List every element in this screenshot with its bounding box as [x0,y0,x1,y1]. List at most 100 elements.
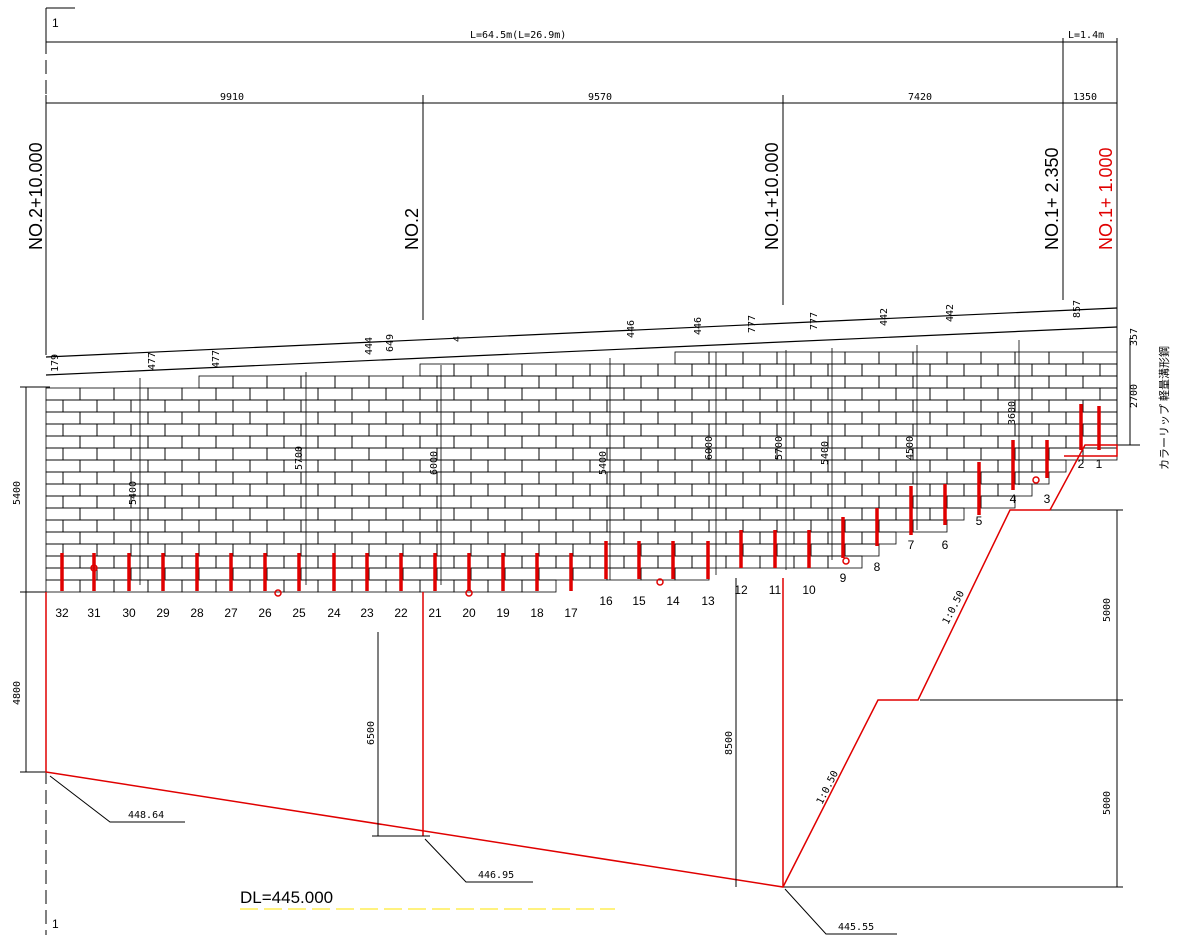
wall-block [368,447,404,461]
wall-block [657,555,693,569]
wall-block [1099,435,1118,449]
wall-block [130,399,166,413]
wall-block [674,375,710,389]
wall-block [827,555,863,569]
wall-block [912,519,948,533]
pile-number: 1 [1096,457,1103,471]
wall-block [317,507,353,521]
wall-block [198,399,234,413]
wall-block [504,519,540,533]
wall-block [844,399,880,413]
wall-block [521,435,557,449]
wall-block [45,531,81,545]
wall-block [861,387,897,401]
wall-block [589,363,625,377]
inner-dim-label: 4500 [905,436,916,460]
wall-block [470,519,506,533]
wall-block [113,459,149,473]
wall-block [963,363,999,377]
wall-block [827,435,863,449]
pile-number: 16 [599,594,613,608]
wall-block [147,531,183,545]
wall-block [606,447,642,461]
wall-block [980,351,1016,365]
wall-block [266,495,302,509]
pile-number: 19 [496,606,510,620]
wall-block [538,447,574,461]
station-label-no2-10: NO.2+10.000 [26,142,46,250]
wall-block [436,447,472,461]
wall-block [402,519,438,533]
inner-dim-label: 5700 [774,436,785,460]
inner-dim-label: 5400 [598,451,609,475]
wall-block [759,411,795,425]
wall-block [79,411,115,425]
wall-block [708,423,744,437]
wall-block [606,543,642,557]
wall-block [657,435,693,449]
wall-block [572,423,608,437]
wall-block [606,495,642,509]
wall-block [725,363,761,377]
lower-dimension-lines [372,578,737,887]
wall-block [334,375,370,389]
wall-block [980,471,1016,485]
wall-block [96,423,132,437]
wall-block [45,471,64,485]
wall-block [113,579,149,593]
wall-block [674,543,710,557]
wall-block [45,459,81,473]
wall-block [436,375,472,389]
wall-block [147,507,183,521]
wall-block [895,411,931,425]
wall-block [810,375,846,389]
wall-block [164,543,200,557]
wall-block [45,423,64,437]
pile-number: 2 [1078,457,1085,471]
wall-block [521,387,557,401]
wall-block [844,351,880,365]
wall-block [334,567,370,581]
wall-block [470,471,506,485]
wall-block [759,555,795,569]
pile-number: 3 [1044,492,1051,506]
inner-dimension-lines [139,340,1020,585]
wall-block [1099,387,1118,401]
wall-block [130,519,166,533]
wall-block [623,459,659,473]
wall-block [946,375,982,389]
wall-block [351,459,387,473]
wall-block [470,399,506,413]
pile-number: 20 [462,606,476,620]
wall-block [266,471,302,485]
wall-block [402,543,438,557]
station-label-no1-10: NO.1+10.000 [762,142,782,250]
wall-block [232,399,268,413]
wall-block [181,483,217,497]
wall-block [181,459,217,473]
wall-block [759,363,795,377]
wall-block [878,399,914,413]
span-dimension-line [45,95,1117,355]
wall-block [113,531,149,545]
wall-block [198,543,234,557]
wall-block [810,423,846,437]
wall-block [164,399,200,413]
wall-block [266,543,302,557]
block-wall [45,351,1118,593]
wall-block [181,507,217,521]
wall-block [487,555,523,569]
wall-block [521,363,557,377]
wall-block [164,567,200,581]
wall-block [266,567,302,581]
pile-number: 14 [666,594,680,608]
section-mark-top: 1 [52,16,59,30]
wall-block [912,447,948,461]
wall-block [929,363,965,377]
wall-block [572,399,608,413]
wall-block [623,363,659,377]
wall-block [725,507,761,521]
wall-block [62,543,98,557]
station-label-no1-1000: NO.1+ 1.000 [1096,147,1116,250]
